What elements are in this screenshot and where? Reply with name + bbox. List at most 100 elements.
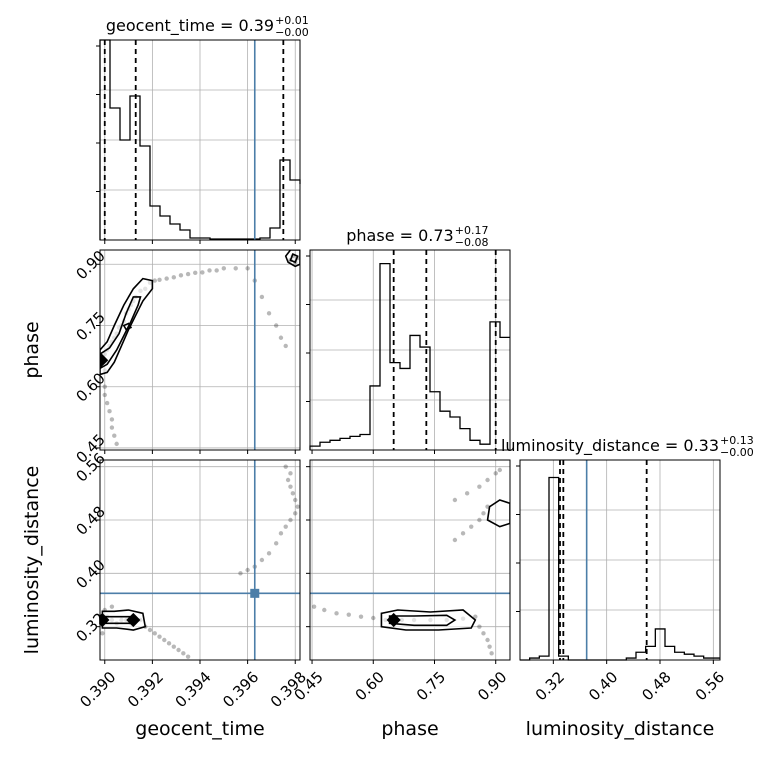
- sample-point: [278, 531, 284, 536]
- y-tick-label: 0.75: [73, 308, 109, 344]
- density-peak: [100, 353, 109, 368]
- sample-point: [152, 631, 157, 636]
- sample-point: [473, 614, 478, 619]
- sample-point: [162, 637, 167, 643]
- y-tick-label: 0.40: [73, 556, 109, 592]
- sample-point: [102, 392, 107, 398]
- sample-point: [358, 614, 364, 619]
- sample-point: [193, 270, 198, 276]
- density-contour: [284, 250, 300, 268]
- sample-point: [152, 278, 157, 283]
- x-tick-label: 0.40: [585, 668, 621, 704]
- panel-frame: [309, 249, 511, 451]
- sample-point: [334, 611, 339, 616]
- sample-point: [481, 511, 486, 516]
- panel-content: [310, 467, 510, 656]
- sample-point: [104, 400, 110, 406]
- title-text: luminosity_distance = 0.33: [501, 436, 719, 456]
- sample-point: [109, 417, 115, 422]
- scatter-panel-phase-luminosity_distance: 0.45 0.60 0.75 0.90: [290, 459, 511, 704]
- scatter-panel-geocent_time-luminosity_distance: 0.390 0.392 0.394 0.396 0.3980.320.400.480.5…: [73, 449, 310, 711]
- sample-point: [166, 641, 172, 646]
- sample-point: [477, 484, 482, 489]
- title-luminosity_distance: luminosity_distance = 0.33 +0.13−0.00: [501, 434, 754, 459]
- x-axis-label-phase: phase: [381, 718, 438, 740]
- sample-point: [171, 275, 177, 280]
- y-axis-label-phase: phase: [21, 321, 43, 378]
- sample-point: [238, 571, 243, 576]
- sample-point: [487, 644, 492, 649]
- histogram-panel-phase: [306, 249, 511, 454]
- sample-point: [278, 335, 284, 340]
- sample-point: [171, 644, 177, 649]
- sample-point: [164, 276, 169, 281]
- sample-point: [371, 615, 376, 621]
- x-tick-label: 0.390: [76, 668, 119, 711]
- panel-content: [100, 250, 300, 450]
- density-contour: [486, 499, 510, 528]
- title-phase: phase = 0.73 +0.17−0.08: [346, 224, 488, 249]
- sample-point: [452, 537, 458, 543]
- title-sub: −0.00: [275, 26, 309, 39]
- histogram-panel-geocent_time: [96, 39, 301, 244]
- histogram-panel-luminosity_distance: 0.32 0.40 0.48 0.56: [516, 459, 728, 704]
- sample-point: [185, 654, 191, 659]
- sample-point: [157, 634, 162, 639]
- sample-point: [245, 567, 250, 573]
- sample-point: [288, 471, 293, 476]
- sample-point: [452, 497, 458, 503]
- sample-point: [109, 604, 115, 609]
- y-tick-label: 0.48: [73, 503, 109, 539]
- x-tick-label: 0.392: [124, 668, 167, 711]
- sample-point: [283, 343, 288, 349]
- sample-point: [293, 497, 298, 503]
- sample-point: [112, 433, 117, 438]
- sample-point: [266, 311, 272, 316]
- x-axis-label-geocent_time: geocent_time: [135, 718, 264, 740]
- x-tick-label: 0.56: [692, 668, 728, 704]
- density-peak: [100, 612, 110, 628]
- sample-point: [100, 631, 105, 636]
- title-sup: +0.13: [720, 434, 754, 447]
- histogram-step: [520, 476, 720, 661]
- sample-point: [107, 409, 112, 414]
- sample-point: [114, 441, 119, 447]
- sample-point: [147, 627, 153, 633]
- title-sub: −0.00: [720, 446, 754, 459]
- title-sup: +0.17: [455, 224, 489, 237]
- panel-frame: [519, 459, 721, 661]
- title-geocent_time: geocent_time = 0.39 +0.01−0.00: [106, 14, 309, 39]
- sample-point: [273, 323, 279, 328]
- sample-point: [288, 484, 293, 489]
- title-text: geocent_time = 0.39: [106, 16, 274, 36]
- sample-point: [485, 477, 490, 483]
- sample-point: [266, 551, 272, 556]
- sample-point: [176, 647, 181, 653]
- sample-point: [245, 266, 250, 271]
- sample-point: [489, 651, 494, 656]
- sample-point: [181, 651, 186, 656]
- y-axis-label-luminosity_distance: luminosity_distance: [21, 466, 43, 655]
- sample-point: [481, 631, 486, 636]
- density-peak: [386, 612, 401, 628]
- sample-point: [221, 266, 227, 271]
- title-text: phase = 0.73: [346, 226, 453, 245]
- sample-point: [109, 425, 115, 430]
- x-tick-label: 0.32: [532, 668, 568, 704]
- sample-point: [102, 384, 107, 389]
- sample-point: [497, 467, 502, 473]
- title-sup: +0.01: [275, 14, 309, 27]
- sample-point: [460, 531, 466, 536]
- x-axis-label-luminosity_distance: luminosity_distance: [526, 718, 715, 740]
- sample-point: [283, 464, 288, 469]
- x-tick-label: 0.60: [352, 668, 388, 704]
- corner-panels: 0.32 0.40 0.48 0.560.450.600.750.900.390 0.3…: [21, 39, 728, 740]
- histogram-step: [309, 262, 510, 450]
- sample-point: [157, 277, 162, 282]
- sample-point: [178, 273, 184, 278]
- x-tick-label: 0.396: [219, 668, 262, 711]
- panel-frame: [309, 459, 511, 661]
- sample-point: [493, 471, 498, 476]
- panel-content: [100, 460, 300, 660]
- sample-point: [477, 624, 482, 629]
